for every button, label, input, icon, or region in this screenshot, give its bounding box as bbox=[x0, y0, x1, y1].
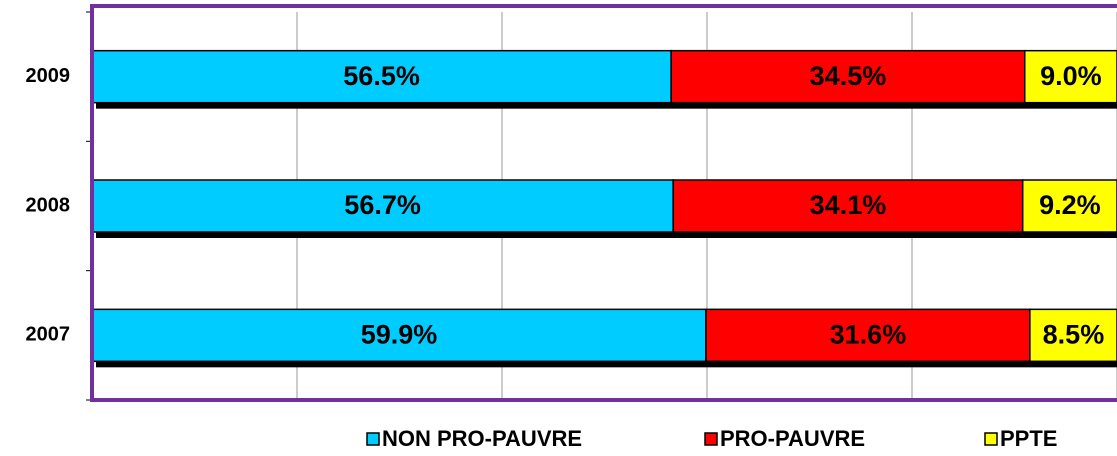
bar-segment bbox=[1029, 308, 1117, 363]
bar-segment bbox=[1024, 49, 1117, 104]
bar-segment bbox=[91, 308, 707, 363]
data-label: 8.5% bbox=[1043, 319, 1105, 349]
data-label: 9.2% bbox=[1039, 190, 1101, 220]
data-label: 59.9% bbox=[361, 319, 438, 349]
category-label: 2009 bbox=[26, 65, 71, 87]
legend-label: PRO-PAUVRE bbox=[720, 426, 865, 451]
data-label: 34.1% bbox=[810, 190, 887, 220]
legend-swatch bbox=[366, 432, 380, 446]
bar-segment bbox=[91, 179, 674, 233]
data-label: 31.6% bbox=[830, 319, 907, 349]
data-label: 9.0% bbox=[1040, 61, 1102, 91]
plot-border bbox=[90, 4, 1117, 402]
legend-swatch bbox=[704, 432, 718, 446]
category-label: 2008 bbox=[26, 194, 71, 216]
data-label: 56.5% bbox=[343, 61, 420, 91]
bar-segment bbox=[672, 179, 1024, 233]
legend-label: NON PRO-PAUVRE bbox=[382, 426, 582, 451]
legend-swatch bbox=[984, 432, 998, 446]
category-label: 2007 bbox=[26, 324, 71, 346]
bar-segment bbox=[1021, 179, 1117, 233]
data-label: 34.5% bbox=[810, 61, 887, 91]
legend-label: PPTE bbox=[1000, 426, 1057, 451]
bar-segment bbox=[705, 308, 1031, 363]
data-label: 56.7% bbox=[344, 190, 421, 220]
